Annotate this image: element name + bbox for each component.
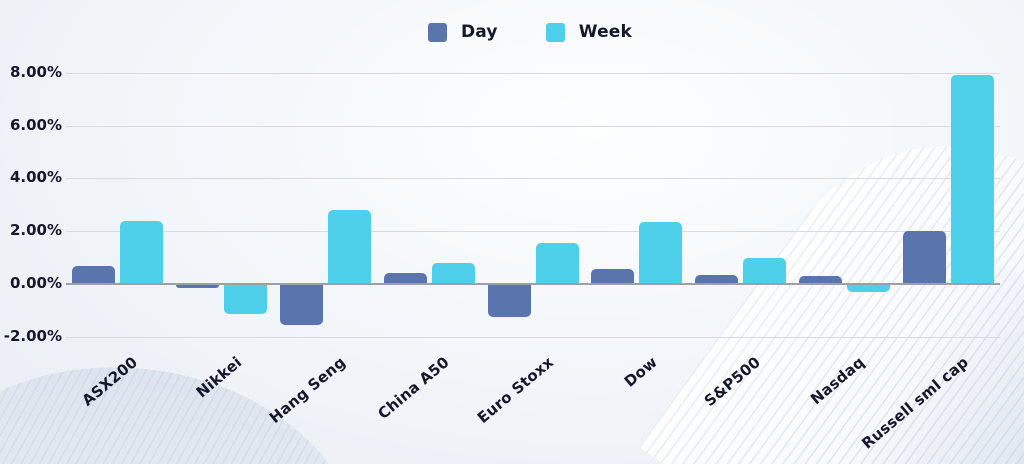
- bar-week-dow[interactable]: [639, 221, 683, 284]
- bar-day-hang-seng[interactable]: [279, 285, 323, 325]
- y-tick-label-8: 8.00%: [9, 62, 62, 81]
- bar-day-s-p500[interactable]: [695, 274, 739, 284]
- legend-item-week[interactable]: Week: [545, 22, 633, 42]
- x-axis-label-nasdaq: Nasdaq: [807, 353, 868, 409]
- day-swatch-icon: [427, 22, 447, 42]
- gridline-6pct: [66, 125, 1000, 127]
- bar-day-china-a50[interactable]: [383, 273, 427, 284]
- bar-day-asx200[interactable]: [72, 265, 116, 284]
- zero-axis-line: [66, 283, 1000, 285]
- gridline-2pct: [66, 231, 1000, 233]
- x-axis-label-nikkei: Nikkei: [192, 353, 246, 402]
- gridline-8pct: [66, 72, 1000, 74]
- bar-day-nikkei[interactable]: [176, 285, 220, 288]
- x-axis-label-hang-seng: Hang Seng: [265, 353, 350, 427]
- y-tick-label--2: -2.00%: [3, 326, 62, 345]
- bar-week-nasdaq[interactable]: [846, 285, 890, 292]
- bar-day-dow[interactable]: [591, 269, 635, 284]
- y-tick-label-6: 6.00%: [9, 115, 62, 134]
- y-tick-label-2: 2.00%: [9, 221, 62, 240]
- bar-week-euro-stoxx[interactable]: [535, 243, 579, 284]
- legend-day-label: Day: [460, 22, 498, 42]
- x-axis-label-russell-sml-cap: Russell sml cap: [857, 353, 972, 453]
- bar-day-euro-stoxx[interactable]: [487, 285, 531, 317]
- legend-week-label: Week: [578, 22, 633, 42]
- x-axis-label-asx200: ASX200: [78, 353, 142, 410]
- bar-week-hang-seng[interactable]: [327, 210, 371, 284]
- y-tick-label-0: 0.00%: [9, 274, 62, 292]
- gridline--2pct: [66, 336, 1000, 338]
- week-swatch-icon: [545, 22, 565, 42]
- x-axis-label-euro-stoxx: Euro Stoxx: [473, 353, 557, 427]
- bar-week-nikkei[interactable]: [224, 285, 268, 315]
- y-tick-label-4: 4.00%: [9, 168, 62, 187]
- bar-day-russell-sml-cap[interactable]: [902, 231, 946, 284]
- bar-week-china-a50[interactable]: [431, 262, 475, 284]
- bar-day-nasdaq[interactable]: [798, 276, 842, 284]
- legend-item-day[interactable]: Day: [427, 22, 498, 42]
- bar-week-russell-sml-cap[interactable]: [950, 75, 994, 284]
- x-axis-label-s-p500: S&P500: [700, 353, 765, 411]
- x-axis-label-dow: Dow: [620, 353, 661, 391]
- x-axis-label-china-a50: China A50: [374, 353, 453, 423]
- bar-week-asx200[interactable]: [120, 220, 164, 284]
- gridline-4pct: [66, 178, 1000, 180]
- legend: Day Week: [18, 22, 1024, 42]
- bar-week-s-p500[interactable]: [743, 257, 787, 284]
